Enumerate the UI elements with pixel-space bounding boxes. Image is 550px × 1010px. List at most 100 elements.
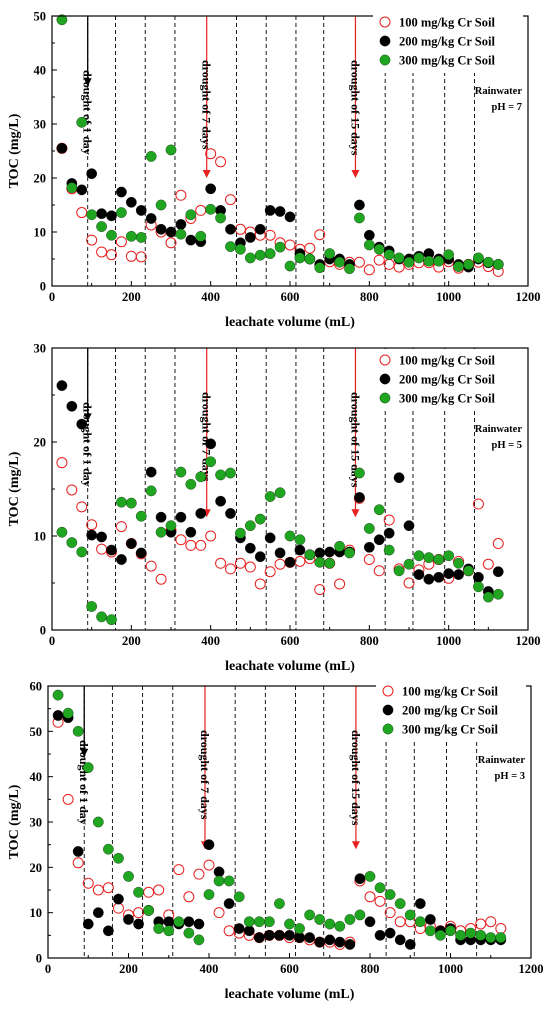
- data-point: [284, 556, 296, 568]
- data-point: [314, 936, 326, 948]
- data-point: [423, 255, 435, 267]
- data-point: [334, 540, 345, 552]
- data-point: [394, 916, 406, 928]
- y-tick-label: 0: [40, 624, 46, 638]
- data-point: [254, 249, 266, 261]
- legend-box: [376, 680, 526, 742]
- data-point: [443, 550, 455, 562]
- x-tick-label: 1000: [436, 290, 461, 304]
- y-tick-label: 20: [30, 861, 43, 875]
- data-point: [82, 918, 94, 930]
- data-point: [475, 929, 487, 941]
- note-line: Rainwater: [475, 424, 523, 435]
- y-tick-label: 0: [40, 280, 46, 294]
- data-point: [183, 916, 195, 928]
- data-point: [195, 471, 207, 483]
- data-point: [373, 254, 385, 266]
- data-point: [324, 546, 336, 558]
- data-point: [96, 543, 108, 555]
- data-point: [234, 557, 246, 569]
- x-tick-label: 600: [280, 962, 299, 976]
- rainwater-note: Rainwater pH = 5: [475, 424, 523, 451]
- data-point: [96, 246, 108, 258]
- data-point: [185, 234, 197, 246]
- data-point: [492, 566, 504, 578]
- data-point: [383, 249, 395, 261]
- series-1: [56, 142, 504, 277]
- x-tick-label: 800: [360, 290, 379, 304]
- data-point: [413, 550, 425, 562]
- data-point: [235, 527, 246, 539]
- data-point: [334, 936, 346, 948]
- data-point: [404, 939, 416, 950]
- legend: 100 mg/kg Cr Soil 200 mg/kg Cr Soil 300 mg…: [373, 349, 523, 411]
- data-point: [135, 205, 147, 216]
- data-point: [225, 467, 236, 479]
- x-tick-label: 400: [200, 962, 219, 976]
- series-2: [52, 710, 507, 950]
- data-point: [373, 243, 385, 255]
- data-point: [244, 542, 256, 554]
- data-point: [314, 914, 326, 925]
- data-point: [76, 418, 88, 430]
- data-point: [205, 530, 217, 542]
- data-point: [112, 902, 124, 914]
- data-point: [215, 469, 226, 481]
- data-point: [185, 478, 197, 490]
- data-point: [133, 907, 145, 919]
- data-point: [264, 491, 276, 502]
- data-point: [363, 523, 375, 534]
- arrow-label: drought of 1 day: [81, 402, 95, 487]
- data-point: [175, 228, 187, 240]
- y-axis-label: TOC (mg/L): [7, 451, 22, 526]
- data-point: [244, 232, 256, 243]
- y-axis: 0 10 20 30 TOC (mg/L): [7, 342, 57, 638]
- data-point: [145, 213, 157, 224]
- x-tick-label: 1200: [516, 290, 541, 304]
- data-point: [155, 526, 167, 538]
- x-tick-label: 200: [122, 634, 141, 648]
- data-point: [72, 725, 84, 737]
- data-point: [274, 241, 286, 253]
- data-point: [243, 925, 255, 937]
- data-point: [495, 932, 507, 943]
- series-2: [56, 142, 504, 273]
- data-point: [274, 898, 285, 909]
- data-point: [175, 534, 187, 546]
- data-point: [213, 907, 225, 919]
- data-point: [56, 526, 68, 538]
- data-point: [314, 262, 326, 273]
- data-point: [465, 927, 476, 939]
- data-point: [482, 591, 494, 603]
- data-point: [233, 891, 245, 903]
- arrow-label: drought of 15 days: [348, 392, 362, 488]
- data-point: [165, 520, 177, 532]
- data-point: [354, 909, 366, 921]
- data-point: [403, 256, 415, 268]
- arrow-head: [83, 78, 92, 87]
- data-point: [66, 537, 78, 548]
- data-point: [404, 909, 416, 921]
- data-point: [106, 229, 117, 241]
- data-point: [96, 221, 107, 232]
- data-point: [443, 568, 455, 579]
- x-tick-label: 400: [201, 634, 220, 648]
- data-point: [205, 456, 217, 468]
- data-point: [414, 898, 426, 909]
- data-point: [155, 223, 167, 235]
- legend-box: [373, 349, 523, 411]
- data-point: [203, 859, 215, 871]
- data-point: [56, 14, 68, 26]
- x-tick-label: 1200: [519, 962, 544, 976]
- data-point: [213, 875, 225, 887]
- data-point: [324, 248, 336, 259]
- data-point: [274, 206, 286, 217]
- data-point: [185, 209, 197, 221]
- data-point: [103, 843, 114, 855]
- data-point: [485, 932, 497, 943]
- chart-panel-ph5: drought of 1 day drought of 7 days drought…: [7, 342, 541, 674]
- data-point: [125, 196, 137, 208]
- data-point: [135, 547, 147, 559]
- data-point: [116, 554, 127, 565]
- data-point: [205, 148, 217, 160]
